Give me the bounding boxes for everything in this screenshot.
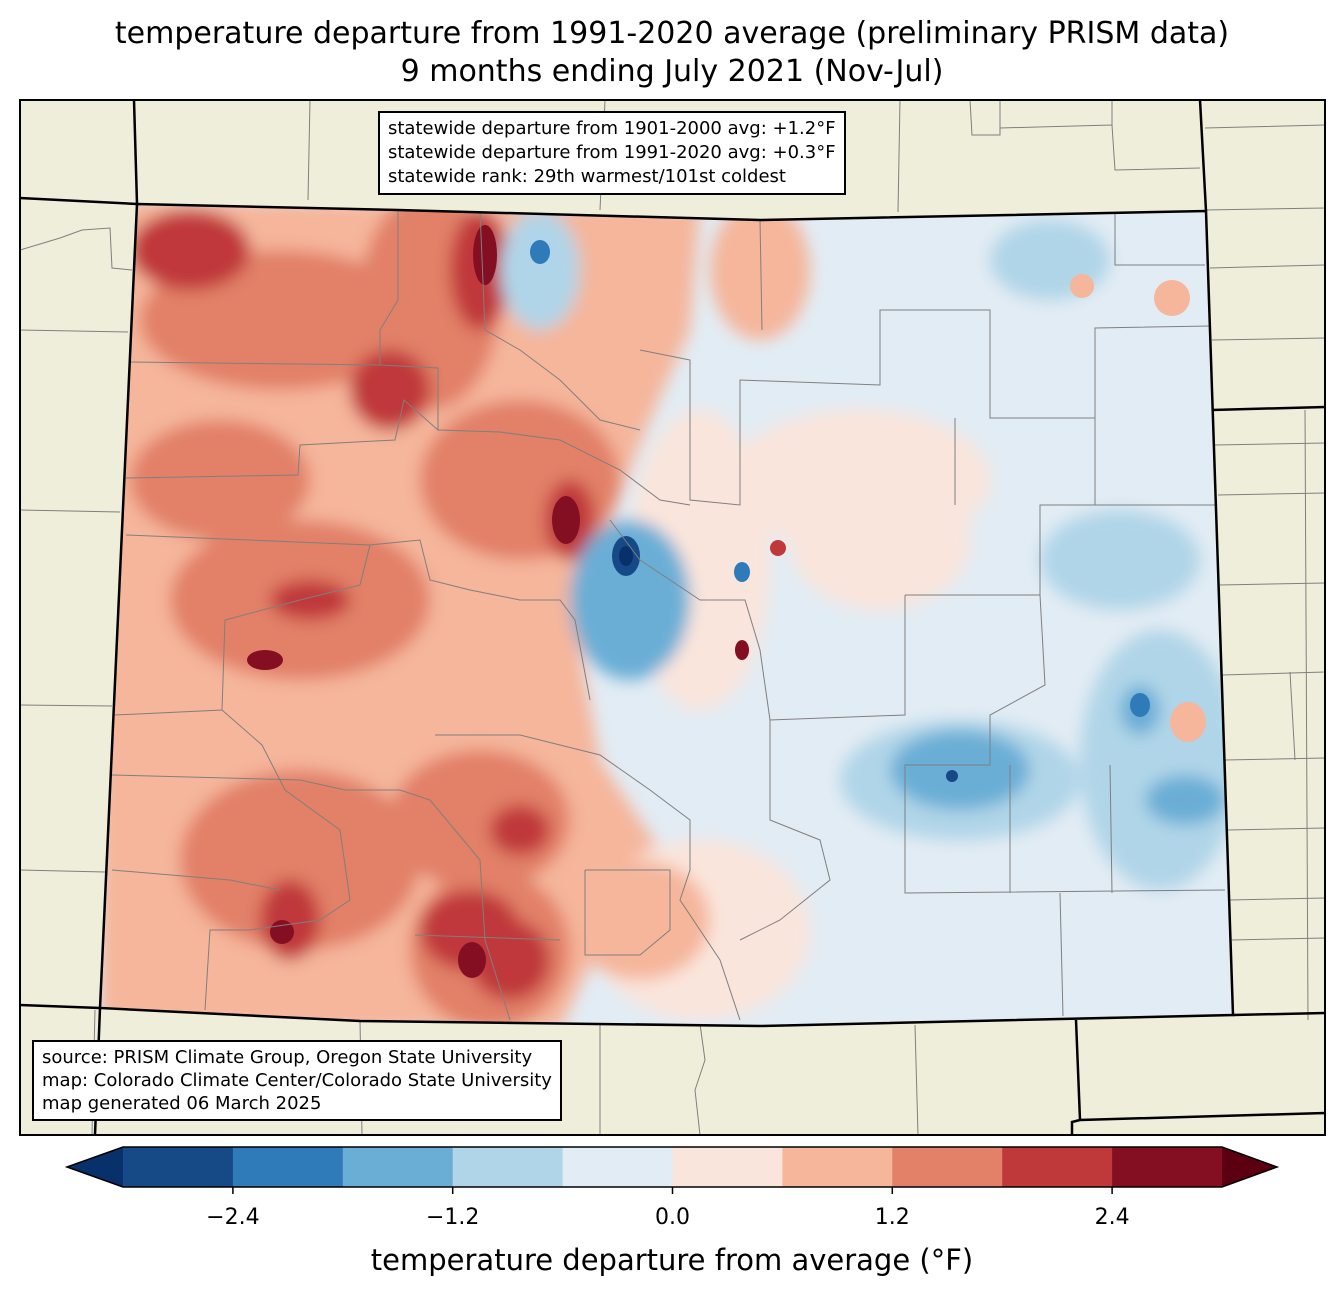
statewide-stats-box: statewide departure from 1901-2000 avg: … (378, 111, 846, 195)
departure-field (100, 204, 1233, 1026)
map-frame (19, 99, 1326, 1136)
colorbar-tick-label: 2.4 (1094, 1205, 1130, 1230)
stats-line-1901-2000: statewide departure from 1901-2000 avg: … (388, 118, 836, 139)
colorbar-tick-label: 0.0 (655, 1205, 690, 1230)
colorbar-tick-label: −1.2 (425, 1205, 480, 1230)
colorado-county-lines (111, 209, 1226, 1021)
stats-line-1991-2020: statewide departure from 1991-2020 avg: … (388, 142, 836, 163)
credits-source: source: PRISM Climate Group, Oregon Stat… (42, 1047, 533, 1068)
credits-map: map: Colorado Climate Center/Colorado St… (42, 1070, 552, 1091)
stats-line-rank: statewide rank: 29th warmest/101st colde… (388, 166, 786, 187)
credits-date: map generated 06 March 2025 (42, 1093, 322, 1114)
colorbar-tick-label: 1.2 (874, 1205, 910, 1230)
colorbar-label: temperature departure from average (°F) (370, 1243, 974, 1277)
credits-box: source: PRISM Climate Group, Oregon Stat… (32, 1040, 562, 1121)
map-title-line1: temperature departure from 1991-2020 ave… (114, 16, 1230, 51)
colorbar-tick-label: −2.4 (206, 1205, 260, 1230)
map-title-line2: 9 months ending July 2021 (Nov-Jul) (400, 54, 944, 89)
